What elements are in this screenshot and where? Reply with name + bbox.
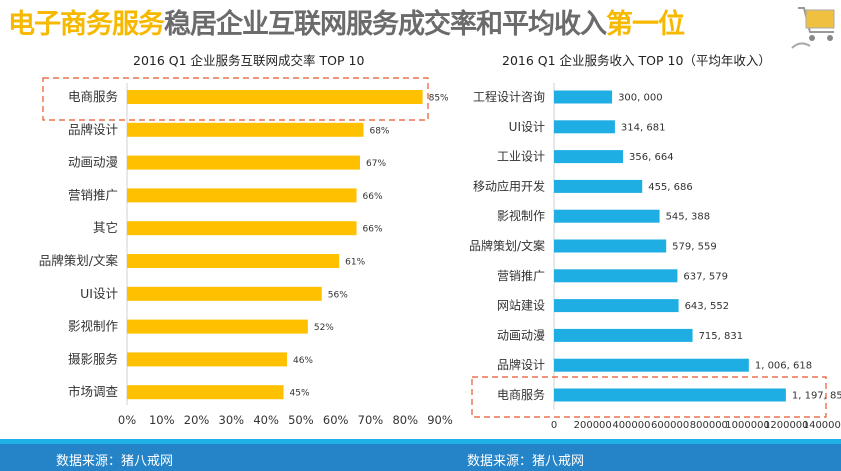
category-label: 工程设计咨询 — [473, 89, 545, 104]
data-label: 579, 559 — [672, 242, 717, 253]
x-tick-label: 1200000 — [764, 420, 809, 431]
x-tick-label: 400000 — [612, 420, 650, 431]
bar — [127, 90, 423, 104]
bar — [554, 299, 679, 313]
title-main: 稳居企业互联网服务成交率和平均收入 — [164, 9, 607, 40]
x-tick-label: 90% — [427, 413, 453, 427]
category-label: 品牌策划/文案 — [39, 253, 119, 268]
category-label: UI设计 — [80, 286, 118, 301]
data-label: 637, 579 — [683, 271, 728, 282]
data-label: 61% — [345, 258, 365, 268]
x-tick-label: 200000 — [574, 420, 612, 431]
bar — [554, 269, 678, 283]
bar — [127, 319, 308, 334]
bar — [554, 358, 749, 372]
data-label: 56% — [328, 290, 348, 300]
bar — [554, 120, 615, 134]
category-label: 品牌策划/文案 — [469, 238, 545, 253]
category-label: 网站建设 — [497, 299, 545, 313]
category-label: 影视制作 — [68, 319, 119, 334]
bar — [554, 179, 643, 193]
x-tick-label: 20% — [184, 413, 210, 427]
data-label: 356, 664 — [629, 152, 674, 163]
x-tick-label: 50% — [288, 413, 314, 427]
bar — [554, 150, 624, 164]
data-label: 1, 197, 857 — [792, 391, 841, 402]
x-tick-label: 10% — [149, 413, 175, 427]
bar — [554, 239, 667, 253]
bar — [127, 385, 284, 400]
x-tick-label: 0% — [118, 413, 136, 427]
x-tick-label: 80% — [392, 413, 418, 427]
category-label: 电商服务 — [497, 387, 545, 402]
bar — [554, 328, 693, 342]
x-tick-label: 30% — [219, 413, 245, 427]
category-label: 工业设计 — [497, 150, 545, 164]
category-label: 其它 — [93, 220, 118, 235]
category-label: 动画动漫 — [497, 328, 545, 342]
x-tick-label: 60% — [323, 413, 349, 427]
x-tick-label: 40% — [253, 413, 279, 427]
data-label: 643, 552 — [685, 301, 730, 312]
x-tick-label: 1400000 — [803, 420, 841, 431]
data-label: 67% — [366, 159, 386, 169]
bar — [554, 209, 660, 223]
x-tick-label: 0 — [551, 420, 557, 431]
category-label: 营销推广 — [68, 187, 118, 202]
data-label: 66% — [363, 192, 383, 202]
shopping-cart-icon — [791, 7, 835, 49]
category-label: 摄影服务 — [68, 351, 118, 366]
data-label: 46% — [293, 356, 313, 366]
charts: 电商服务 85% 品牌设计 68% 动画动漫 67% 营销推广 66% 其它 66% 品牌策划/文案… — [39, 77, 841, 431]
data-label: 85% — [429, 94, 449, 104]
category-label: 影视制作 — [497, 208, 545, 223]
right-chart-title: 2016 Q1 企业服务收入 TOP 10（平均年收入） — [502, 53, 771, 68]
bar — [127, 352, 287, 367]
x-tick-label: 1000000 — [725, 420, 770, 431]
bar — [127, 254, 340, 268]
title-highlight: 电子商务服务 — [8, 9, 165, 40]
bar — [554, 388, 786, 402]
category-label: 营销推广 — [497, 269, 545, 283]
data-label: 455, 686 — [648, 182, 693, 193]
x-tick-label: 600000 — [651, 420, 689, 431]
category-label: UI设计 — [509, 120, 545, 134]
highlight-box-left — [42, 77, 429, 121]
x-tick-label: 70% — [358, 413, 384, 427]
category-label: 品牌设计 — [497, 358, 545, 372]
data-label: 715, 831 — [699, 331, 744, 342]
bar — [127, 122, 364, 137]
category-label: 移动应用开发 — [473, 178, 545, 193]
highlight-box-right — [471, 376, 827, 418]
source-left: 数据来源：猪八戒网 — [56, 454, 174, 469]
x-tick-label: 800000 — [690, 420, 728, 431]
category-label: 品牌设计 — [68, 122, 118, 137]
category-label: 市场调查 — [68, 384, 119, 399]
source-right: 数据来源：猪八戒网 — [467, 454, 585, 469]
bar — [554, 90, 613, 104]
title-highlight-end: 第一位 — [606, 9, 685, 40]
bar — [127, 155, 361, 170]
bar — [127, 221, 357, 236]
data-label: 45% — [290, 389, 310, 399]
category-label: 动画动漫 — [68, 155, 118, 170]
data-label: 314, 681 — [621, 122, 666, 133]
data-label: 68% — [369, 126, 389, 136]
data-label: 66% — [363, 225, 383, 235]
data-label: 52% — [314, 323, 334, 333]
bar — [127, 286, 322, 301]
page-title: 电子商务服务稳居企业互联网服务成交率和平均收入第一位 — [8, 2, 685, 41]
footer-stripe — [0, 439, 841, 444]
bar — [127, 188, 357, 203]
data-label: 300, 000 — [618, 93, 663, 104]
category-label: 电商服务 — [68, 89, 118, 104]
data-label: 1, 006, 618 — [755, 361, 812, 372]
left-chart-title: 2016 Q1 企业服务互联网成交率 TOP 10 — [133, 53, 365, 68]
footer — [0, 444, 841, 471]
data-label: 545, 388 — [666, 212, 711, 223]
